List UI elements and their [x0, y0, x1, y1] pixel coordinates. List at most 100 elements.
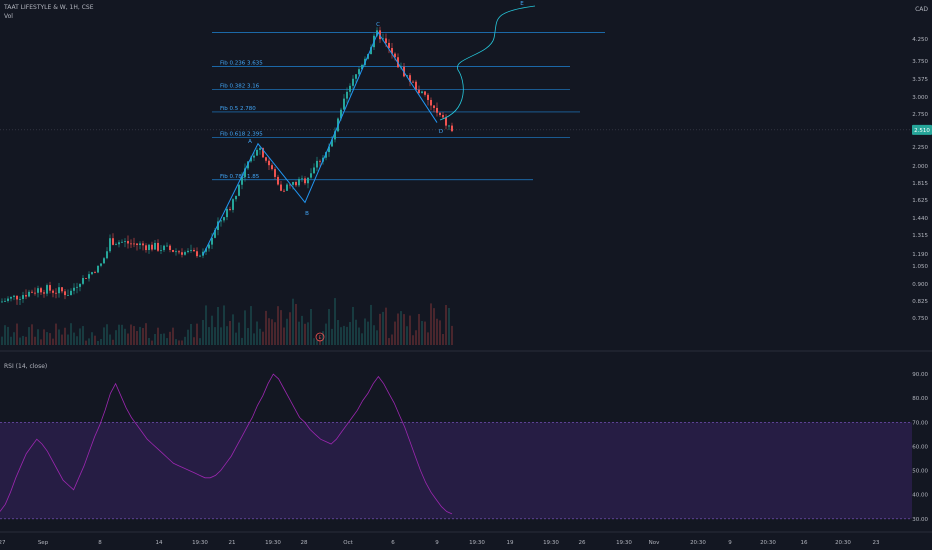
volume-bar	[205, 305, 207, 345]
rsi-line	[0, 373, 453, 515]
volume-bar	[94, 335, 96, 345]
volume-bar	[28, 327, 30, 345]
candle-body	[157, 242, 159, 251]
candle-body	[139, 243, 141, 245]
candle-body	[28, 291, 30, 297]
candle-body	[316, 160, 318, 168]
candle-body	[199, 255, 201, 257]
candle-body	[142, 243, 144, 246]
rsi-tick-label: 90.00	[912, 372, 928, 378]
candle-body	[163, 245, 165, 251]
candle-body	[349, 85, 351, 92]
volume-bar	[49, 333, 51, 345]
volume-bar	[79, 328, 81, 345]
volume-bar	[91, 332, 93, 345]
volume-bar	[166, 338, 168, 345]
candle-body	[172, 249, 174, 252]
volume-bar	[433, 308, 435, 345]
volume-bar	[157, 327, 159, 345]
volume-bar	[67, 334, 69, 345]
volume-bar	[115, 330, 117, 345]
candle-body	[154, 242, 156, 250]
candle-body	[70, 290, 72, 296]
time-tick-label: 9	[435, 540, 439, 546]
time-tick-label: Sep	[38, 540, 49, 546]
volume-bar	[343, 325, 345, 345]
time-axis: 27 Sep 8 14 19:30 21 19:30 28 Oct 6 9 19:30 19 19:30 2…	[0, 531, 932, 546]
candle-body	[193, 249, 195, 252]
price-tick-label: 2.000	[912, 164, 928, 170]
rsi-band-fill	[0, 422, 912, 519]
time-tick-label: 9	[728, 540, 732, 546]
candle-body	[307, 177, 309, 184]
candle-body	[340, 109, 342, 119]
volume-bar	[280, 310, 282, 345]
volume-bar	[61, 334, 63, 345]
volume-bar	[277, 306, 279, 345]
time-tick-label: 8	[98, 540, 102, 546]
candle-body	[235, 195, 237, 200]
candle-body	[355, 74, 357, 79]
symbol-title[interactable]: TAAT LIFESTYLE & W, 1H, CSE	[4, 4, 94, 11]
candle-body	[118, 242, 120, 245]
rsi-tick-label: 70.00	[912, 420, 928, 426]
rsi-series-line	[0, 373, 453, 515]
candle-body	[352, 78, 354, 86]
candle-body	[217, 221, 219, 230]
volume-bar	[7, 326, 9, 345]
volume-bar	[127, 333, 129, 345]
candle-body	[208, 244, 210, 249]
volume-bar	[244, 310, 246, 345]
candle-body	[4, 300, 6, 302]
volume-bar	[187, 329, 189, 345]
volume-bar	[109, 334, 111, 345]
candle-body	[433, 105, 435, 108]
candle-body	[409, 75, 411, 82]
candle-body	[370, 47, 372, 55]
time-tick-label: 6	[391, 540, 395, 546]
volume-bar	[427, 332, 429, 345]
candle-body	[94, 272, 96, 273]
candle-body	[415, 81, 417, 90]
time-tick-label: 20:30	[690, 540, 706, 546]
candle-body	[412, 81, 414, 83]
candle-body	[1, 301, 3, 303]
volume-legend[interactable]: Vol	[4, 13, 13, 20]
volume-bar	[103, 327, 105, 345]
volume-bar	[418, 314, 420, 345]
last-price-label: 2.510	[914, 128, 930, 134]
volume-bar	[172, 327, 174, 345]
candle-body	[181, 252, 183, 255]
candle-body	[175, 251, 177, 253]
candle-body	[145, 245, 147, 251]
price-tick-label: 1.050	[912, 264, 928, 270]
candle-body	[226, 208, 228, 218]
candle-body	[166, 245, 168, 247]
volume-bar	[367, 321, 369, 345]
price-axis: 4.250 3.750 3.375 3.000 2.750 2.250 2.000 1.815…	[0, 37, 932, 322]
volume-bar	[97, 340, 99, 345]
volume-bar	[421, 321, 423, 345]
volume-bar	[394, 321, 396, 345]
rsi-tick-label: 30.00	[912, 517, 928, 523]
volume-bar	[142, 328, 144, 345]
volume-bar	[271, 319, 273, 345]
candle-body	[184, 252, 186, 255]
candle-body	[190, 249, 192, 251]
rsi-legend[interactable]: RSI (14, close)	[4, 363, 48, 370]
candle-body	[106, 251, 108, 259]
price-tick-label: 4.250	[912, 37, 928, 43]
time-tick-label: 20:30	[835, 540, 851, 546]
volume-bar	[148, 337, 150, 345]
fib-level-label: Fib 0.236 3.635	[220, 61, 263, 67]
volume-bar	[190, 323, 192, 345]
volume-bar	[130, 324, 132, 345]
volume-bar	[376, 330, 378, 345]
candle-body	[16, 295, 18, 300]
candle-body	[238, 184, 240, 196]
price-tick-label: 1.190	[912, 252, 928, 258]
volume-bar	[19, 337, 21, 345]
volume-bar	[268, 318, 270, 345]
candle-body	[304, 178, 306, 184]
